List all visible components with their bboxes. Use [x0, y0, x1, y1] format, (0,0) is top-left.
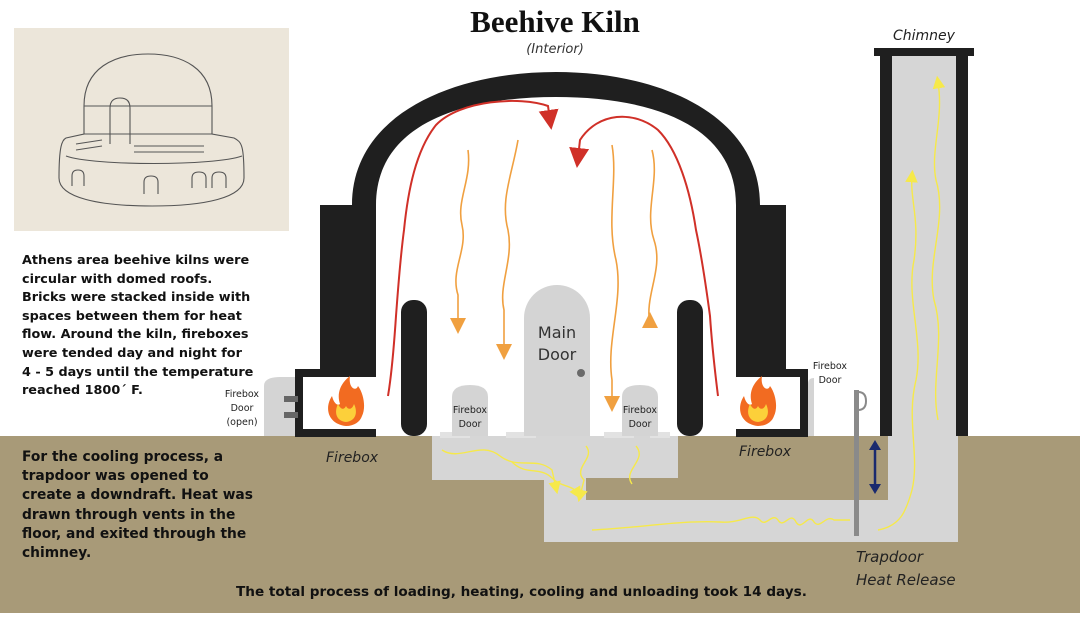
trapdoor-arrow-icon [869, 440, 881, 494]
main-door-label-line1: Main [537, 323, 577, 342]
firebox-door-open-label: Firebox Door (open) [218, 388, 266, 430]
firebox-door-label-line1: Firebox [452, 405, 488, 416]
firebox-door-ajar [808, 378, 814, 436]
heat-arrow-orange [604, 144, 620, 412]
flow-arrow-yellow [931, 75, 946, 421]
heat-arrow-orange [642, 149, 658, 328]
firebox-door-label: Firebox Door [616, 404, 664, 432]
main-door [524, 285, 590, 436]
firebox-door-hinge [284, 396, 298, 402]
firebox-label-right: Firebox [739, 444, 792, 460]
flow-arrow-yellow [629, 445, 640, 485]
cooling-text: For the cooling process, a trapdoor was … [22, 449, 253, 562]
kiln-wall-left [320, 205, 376, 371]
firebox-door-right-inner [622, 385, 658, 436]
kiln-sketch-drawing [58, 53, 245, 207]
chimney-cap [874, 48, 974, 56]
kiln-dome [352, 72, 760, 300]
firebox-door-label-line2: Door [628, 419, 652, 430]
trapdoor-handle [857, 391, 868, 411]
main-door-label-line2: Door [537, 345, 577, 364]
trapdoor [854, 390, 859, 536]
firebox-door-open [264, 377, 295, 436]
firebox-door-label-line1: Firebox [622, 405, 658, 416]
firebox-door-label-line2: Door [458, 419, 482, 430]
chimney-flue [892, 56, 956, 436]
firebox-door-open-label-line3: (open) [226, 417, 258, 428]
door-knob [577, 369, 585, 377]
heat-arrow-red [387, 99, 559, 397]
kiln-sketch-image [14, 28, 289, 231]
chimney-right-wall [956, 50, 968, 436]
firebox-door-hinge [284, 412, 298, 418]
firebox-door-label-line2: Door [818, 375, 842, 386]
fire-icon [740, 376, 777, 426]
firebox-right [736, 369, 808, 437]
flow-arrow-yellow [575, 445, 589, 503]
trapdoor-label: Trapdoor Heat Release [856, 546, 956, 592]
trapdoor-label-line2: Heat Release [856, 571, 956, 589]
kiln-wall-right [736, 205, 786, 371]
firebox-label-left: Firebox [326, 450, 379, 466]
fire-icon [328, 376, 365, 426]
firebox-left [295, 369, 376, 437]
underground-flue [432, 436, 958, 542]
flow-arrow-yellow [511, 461, 582, 500]
firebox-door-left-inner [452, 385, 488, 436]
heat-arrow-orange [450, 149, 470, 334]
main-door-label: Main Door [524, 322, 590, 366]
trapdoor-label-line1: Trapdoor [856, 548, 923, 566]
firebox-door-label: Firebox Door [806, 360, 854, 388]
heat-arrow-orange [496, 139, 519, 360]
firebox-door-label-line1: Firebox [812, 361, 848, 372]
firebox-door-open-label-line2: Door [230, 403, 254, 414]
firebox-door-label: Firebox Door [446, 404, 494, 432]
description-text: Athens area beehive kilns were circular … [22, 253, 254, 399]
inner-pillar-right [677, 300, 703, 436]
page-subtitle: (Interior) [526, 42, 584, 57]
flow-arrow-yellow [441, 449, 561, 495]
flow-arrow-yellow [877, 169, 919, 531]
page-title: Beehive Kiln [470, 4, 640, 39]
chimney-left-wall [880, 50, 892, 436]
firebox-door-open-label-line1: Firebox [224, 389, 260, 400]
chimney-label: Chimney [893, 28, 955, 44]
flow-arrow-yellow [591, 516, 850, 531]
inner-pillar-left [401, 300, 427, 436]
footer-text: The total process of loading, heating, c… [236, 584, 807, 600]
heat-arrow-red [569, 115, 719, 397]
